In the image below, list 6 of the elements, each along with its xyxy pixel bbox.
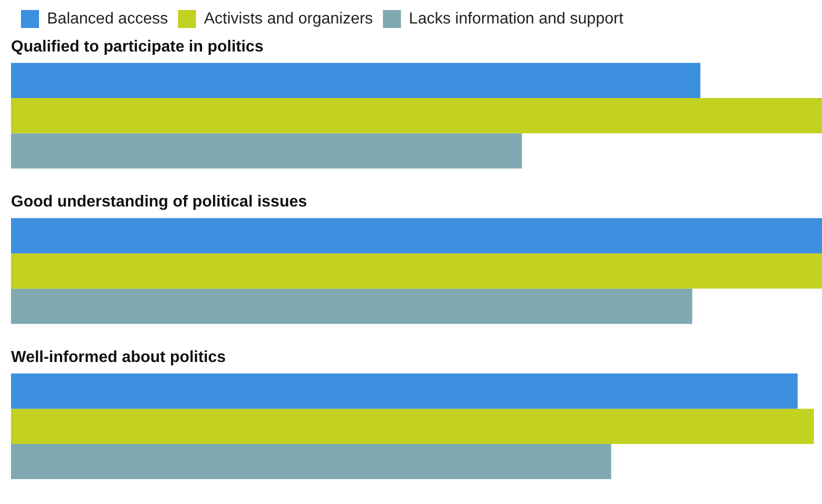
y-tick-label: Qualified to participate in politics xyxy=(11,38,264,56)
legend-label: Activists and organizers xyxy=(204,10,373,28)
y-tick-label: Good understanding of political issues xyxy=(11,194,308,211)
legend-label: Balanced access xyxy=(47,10,168,28)
y-tick-label: Well-informed about politics xyxy=(11,348,226,366)
legend-label: Lacks information and support xyxy=(408,10,624,28)
